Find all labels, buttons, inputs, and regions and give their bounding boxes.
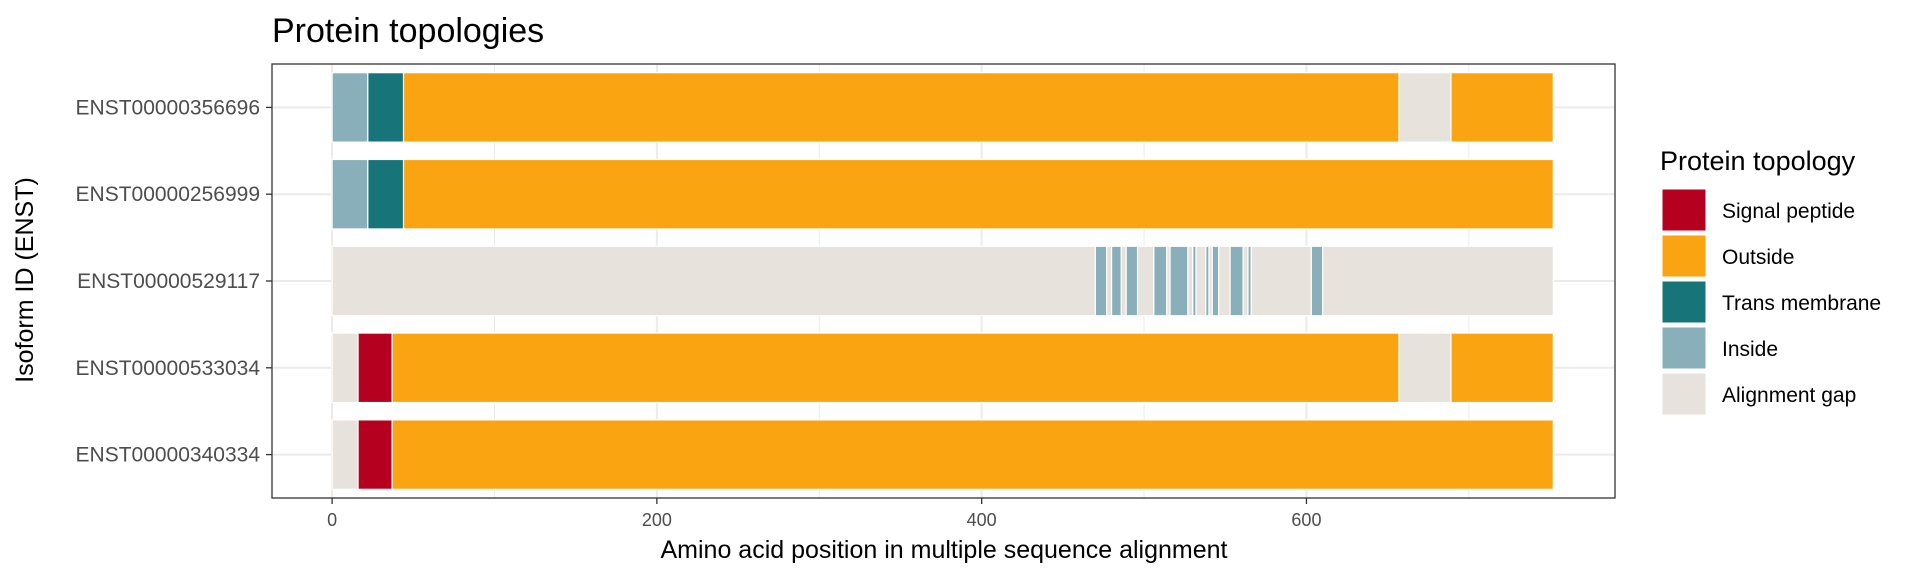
bar-segment-gap — [1242, 245, 1249, 317]
x-axis-ticks: 0 200 400 600 — [327, 498, 1321, 530]
bar-row — [331, 245, 1554, 317]
bar-segment-inside — [1310, 245, 1324, 317]
bar-segment-gap — [1187, 245, 1194, 317]
bar-segment-gap — [1136, 245, 1155, 317]
bar-segment-outside — [402, 72, 1400, 143]
bar-segment-gap — [331, 419, 359, 490]
bar-segment-gap — [331, 332, 359, 404]
bar-segment-outside — [391, 332, 1400, 404]
legend-label-inside: Inside — [1722, 338, 1778, 361]
bar-segment-gap — [1106, 245, 1113, 317]
bar-segment-outside — [391, 419, 1554, 490]
bar-segment-gap — [1398, 72, 1452, 143]
x-tick-label: 0 — [327, 510, 337, 530]
legend-title: Protein topology — [1660, 146, 1856, 176]
bar-segment-gap — [1250, 245, 1312, 317]
bar-row — [331, 419, 1554, 490]
x-tick-label: 600 — [1291, 510, 1321, 530]
legend-label-tm: Trans membrane — [1722, 292, 1881, 315]
bar-segment-gap — [1322, 245, 1554, 317]
bar-segment-gap — [1120, 245, 1127, 317]
y-tick-label: ENST00000529117 — [77, 270, 260, 293]
bar-segment-signal — [357, 332, 393, 404]
legend-swatch-signal — [1661, 188, 1707, 232]
bar-segment-outside — [1450, 332, 1554, 404]
legend-swatch-inside — [1661, 326, 1707, 370]
bar-segment-inside — [1211, 245, 1220, 317]
bar-segment-tm — [367, 72, 405, 143]
bar-segment-tm — [367, 158, 405, 230]
bar-segment-inside — [331, 72, 369, 143]
y-tick-label: ENST00000356696 — [76, 96, 260, 119]
x-tick-label: 400 — [967, 510, 997, 530]
chart-title: Protein topologies — [272, 12, 544, 50]
bar-row — [331, 72, 1554, 143]
bar-segment-gap — [1218, 245, 1231, 317]
legend: Protein topology Signal peptide Outside Tr… — [1660, 146, 1881, 416]
legend-swatch-outside — [1661, 234, 1707, 278]
y-tick-label: ENST00000340334 — [76, 444, 261, 467]
bar-segment-inside — [1094, 245, 1108, 317]
y-axis-title: Isoform ID (ENST) — [11, 177, 39, 383]
y-tick-label: ENST00000533034 — [76, 357, 261, 380]
legend-swatch-tm — [1661, 280, 1707, 324]
bar-segment-gap — [1195, 245, 1207, 317]
bar-segment-signal — [357, 419, 393, 490]
bar-segment-inside — [1125, 245, 1139, 317]
legend-label-outside: Outside — [1722, 246, 1794, 269]
bar-segment-gap — [1398, 332, 1452, 404]
bar-segment-inside — [1153, 245, 1168, 317]
bar-segment-inside — [1110, 245, 1122, 317]
legend-swatch-gap — [1661, 372, 1707, 416]
x-axis-title: Amino acid position in multiple sequence… — [661, 536, 1228, 564]
legend-label-signal: Signal peptide — [1722, 200, 1855, 223]
legend-label-gap: Alignment gap — [1722, 384, 1856, 407]
x-tick-label: 200 — [642, 510, 672, 530]
bar-segment-outside — [1450, 72, 1554, 143]
bars — [331, 72, 1554, 490]
bar-row — [331, 158, 1554, 230]
bar-row — [331, 332, 1554, 404]
bar-segment-gap — [331, 245, 1096, 317]
bar-segment-inside — [1169, 245, 1189, 317]
y-tick-label: ENST00000256999 — [76, 183, 260, 206]
bar-segment-outside — [402, 158, 1554, 230]
y-axis-ticks: ENST00000356696 ENST00000256999 ENST000005… — [76, 96, 272, 467]
bar-segment-inside — [331, 158, 369, 230]
bar-segment-inside — [1229, 245, 1244, 317]
